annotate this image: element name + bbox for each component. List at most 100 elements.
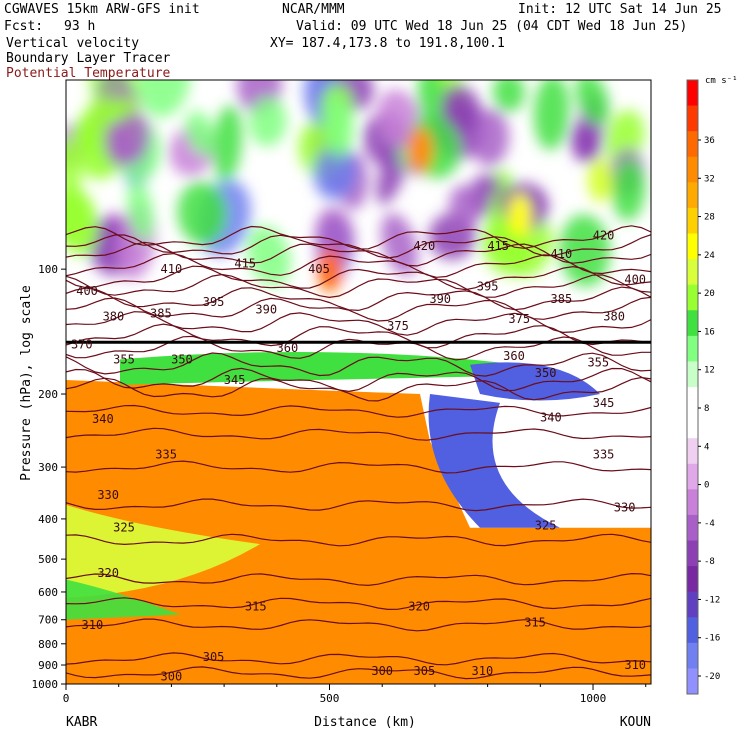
theta-label: 400 (624, 273, 646, 287)
theta-label: 330 (97, 488, 119, 502)
colorbar-label: -12 (704, 595, 720, 605)
colorbar-swatch (687, 156, 698, 183)
theta-contours: 300 305 300 305 310 310 310 315 315 320 320 325 325 3… (66, 225, 651, 684)
theta-contour-315 (66, 597, 651, 611)
y-tick-label: 1000 (32, 678, 59, 691)
theta-contour-350 (66, 376, 651, 402)
theta-contour-300 (66, 666, 651, 680)
wave-cell (185, 110, 217, 156)
colorbar-swatch (687, 489, 698, 516)
theta-label: 360 (503, 349, 525, 363)
header-init: Init: 12 UTC Sat 14 Jun 25 (518, 2, 722, 17)
left-endpoint-label: KABR (66, 715, 97, 730)
theta-contour-335 (66, 460, 651, 474)
theta-label: 355 (113, 352, 135, 366)
theta-label: 385 (150, 307, 172, 321)
theta-label: 380 (603, 309, 625, 323)
theta-label: 310 (472, 664, 494, 678)
theta-label: 405 (308, 262, 330, 276)
header-fcst-value: 93 h (64, 19, 96, 34)
theta-label: 375 (508, 312, 530, 326)
colorbar-swatch (687, 463, 698, 490)
colorbar-label: -20 (704, 672, 720, 682)
wave-cell (113, 113, 151, 165)
y-tick-label: 400 (38, 513, 58, 526)
theta-contour-370 (66, 335, 651, 361)
field-potential-temperature: Potential Temperature (6, 66, 171, 81)
theta-label: 315 (524, 615, 546, 629)
theta-label: 320 (408, 599, 430, 613)
theta-label: 345 (593, 396, 615, 410)
theta-contour-340 (66, 427, 651, 441)
wave-cell (313, 145, 357, 200)
header-valid: Valid: 09 UTC Wed 18 Jun 25 (04 CDT Wed … (296, 19, 688, 34)
wave-cell (66, 187, 100, 256)
colorbar-label: 24 (704, 251, 715, 261)
theta-label: 400 (76, 284, 98, 298)
theta-label: 360 (277, 341, 299, 355)
colorbar-label: 8 (704, 404, 709, 414)
colorbar-label: 28 (704, 213, 715, 223)
theta-label: 395 (477, 279, 499, 293)
colorbar-swatch (687, 284, 698, 311)
theta-label: 340 (540, 411, 562, 425)
theta-label: 350 (535, 366, 557, 380)
y-tick-label: 700 (38, 614, 58, 627)
y-axis-label: Pressure (hPa), log scale (19, 285, 34, 481)
colorbar-swatch (687, 591, 698, 618)
colorbar-label: 16 (704, 327, 715, 337)
colorbar-frame (686, 79, 699, 695)
colorbar-swatch (687, 668, 698, 695)
y-tick-label: 500 (38, 553, 58, 566)
theta-label: 305 (414, 664, 436, 678)
plot-frame (65, 79, 652, 685)
colorbar-label: 32 (704, 174, 715, 184)
y-tick-label: 200 (38, 388, 58, 401)
wave-cell (381, 213, 418, 276)
theta-contour-410 (66, 241, 651, 267)
wave-cell (570, 121, 602, 163)
colorbar-swatch (687, 233, 698, 260)
theta-label: 390 (429, 292, 451, 306)
boundary-layer-tracer (66, 351, 651, 684)
wave-cell (177, 181, 227, 246)
tracer-green (66, 579, 180, 620)
colorbar-label: 20 (704, 289, 715, 299)
theta-label: 355 (587, 356, 609, 370)
y-tick-label: 100 (38, 263, 58, 276)
colorbar-swatch (687, 80, 698, 107)
vertical-velocity-field (66, 80, 651, 684)
colorbar-swatch (687, 361, 698, 388)
x-tick-label: 0 (63, 692, 70, 705)
theta-contour-400 (66, 265, 651, 291)
theta-label: 325 (535, 519, 557, 533)
colorbar-swatch (687, 131, 698, 158)
colorbar-swatch (687, 105, 698, 132)
wave-cell (417, 80, 445, 126)
colorbar-swatch (687, 207, 698, 234)
colorbar-label: -4 (704, 519, 715, 529)
theta-label: 385 (551, 292, 573, 306)
y-tick-label: 300 (38, 461, 58, 474)
theta-label: 350 (171, 352, 193, 366)
theta-label: 320 (97, 566, 119, 580)
colorbar-swatch (687, 540, 698, 567)
colorbar-swatch (687, 412, 698, 439)
theta-label: 375 (387, 319, 409, 333)
wave-cell (377, 89, 422, 148)
wave-pattern (66, 80, 646, 292)
theta-contour-395 (66, 273, 651, 299)
theta-contour-420 (66, 225, 651, 250)
colorbar-swatch (687, 438, 698, 465)
theta-contour-320 (66, 572, 651, 587)
theta-label: 410 (161, 262, 183, 276)
theta-contour-415 (66, 234, 651, 259)
theta-contour-310 (66, 618, 651, 632)
colorbar-label: 0 (704, 481, 709, 491)
y-tick-label: 800 (38, 638, 58, 651)
theta-label: 415 (234, 257, 256, 271)
colorbar-label: 36 (704, 136, 715, 146)
theta-label: 410 (551, 247, 573, 261)
colorbar-swatch (687, 514, 698, 541)
wave-cell (441, 84, 483, 136)
